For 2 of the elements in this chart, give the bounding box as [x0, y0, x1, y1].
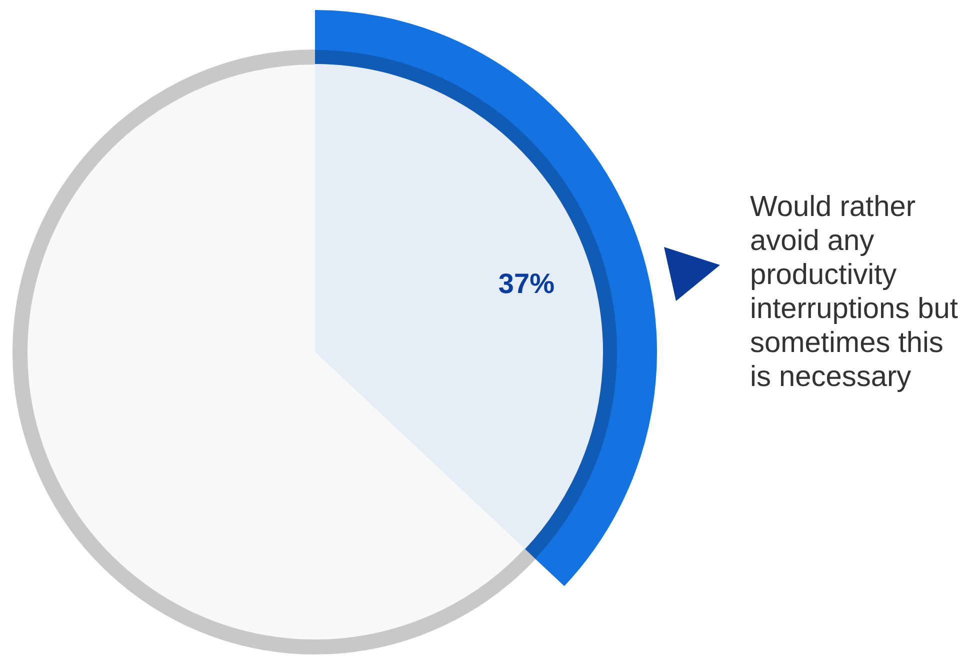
data-label: 37%	[498, 268, 555, 300]
slice-label: Would rather avoid any productivity interruptions but sometimes this is necessary	[750, 190, 959, 394]
